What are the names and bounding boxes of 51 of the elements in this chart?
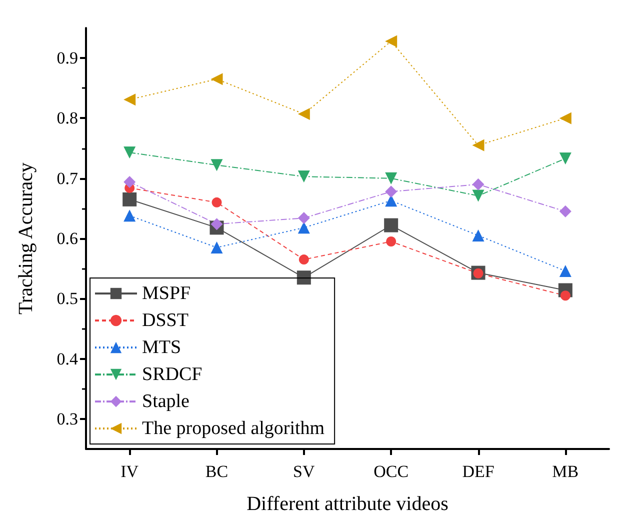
point	[124, 210, 136, 222]
legend-label: The proposed algorithm	[142, 418, 325, 439]
point	[559, 264, 572, 277]
point	[559, 152, 572, 165]
point	[298, 254, 309, 265]
x-tick-label: SV	[293, 462, 316, 481]
point	[124, 176, 136, 188]
point	[210, 218, 223, 230]
point	[212, 197, 222, 208]
legend-label: MSPF	[142, 283, 191, 304]
point	[124, 146, 136, 158]
y-axis-title: Tracking Accuracy	[15, 162, 37, 314]
point	[385, 35, 398, 48]
y-tick-label: 0.4	[56, 349, 78, 368]
x-tick-label: OCC	[374, 462, 409, 481]
point	[298, 212, 310, 224]
point	[385, 186, 398, 198]
point	[210, 242, 223, 254]
point	[210, 73, 223, 86]
point	[560, 290, 570, 301]
y-tick-label: 0.6	[56, 229, 78, 248]
legend-label: SRDCF	[142, 364, 202, 385]
x-axis-title: Different attribute videos	[246, 493, 449, 515]
y-tick-label: 0.5	[56, 289, 78, 308]
point	[384, 218, 398, 232]
y-tick-label: 0.7	[56, 168, 78, 188]
legend-label: DSST	[142, 310, 189, 331]
point	[124, 94, 136, 106]
point	[559, 112, 572, 124]
point	[385, 172, 398, 184]
legend-label: MTS	[142, 337, 182, 358]
point	[298, 170, 310, 183]
x-tick-label: IV	[120, 462, 140, 481]
point	[472, 190, 484, 202]
point	[298, 108, 310, 120]
y-tick-label: 0.9	[56, 48, 78, 68]
y-tick-label: 0.8	[56, 108, 78, 128]
point	[472, 178, 484, 190]
point	[472, 139, 484, 152]
point	[122, 192, 137, 206]
point	[298, 222, 310, 234]
point	[210, 159, 223, 172]
x-tick-label: DEF	[462, 462, 494, 481]
x-tick-label: BC	[205, 462, 228, 481]
point	[386, 236, 396, 247]
y-tick-label: 0.3	[56, 409, 78, 428]
point	[472, 229, 484, 242]
legend-label: Staple	[142, 391, 190, 412]
x-tick-label: MB	[552, 462, 579, 481]
point	[296, 270, 311, 285]
point	[559, 205, 572, 218]
